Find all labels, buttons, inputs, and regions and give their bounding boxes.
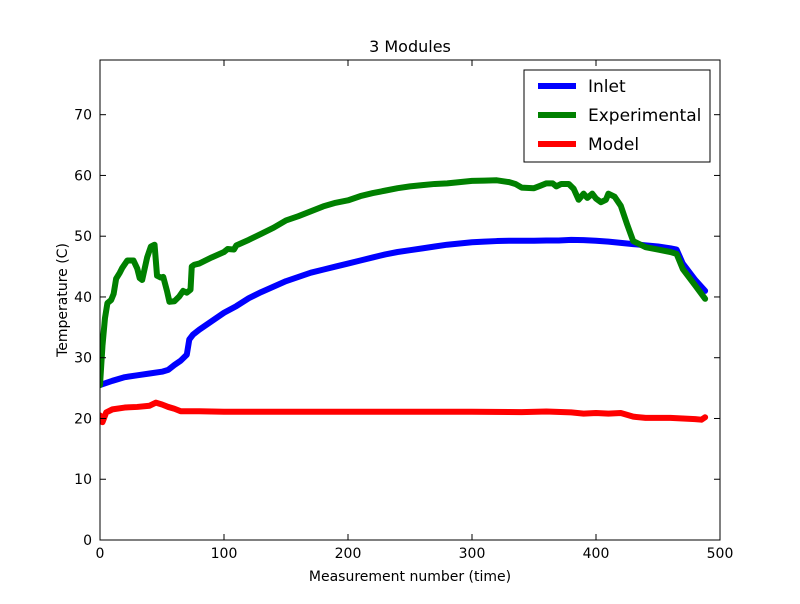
legend: Inlet Experimental Model [523,69,711,163]
x-tick-label: 200 [335,546,362,562]
y-tick-label: 60 [74,168,92,184]
y-tick-label: 20 [74,411,92,427]
y-tick-label: 50 [74,229,92,245]
x-tick-label: 300 [459,546,486,562]
chart-title: 3 Modules [369,37,451,56]
series-group [100,177,709,426]
y-axis-label: Temperature (C) [55,243,71,358]
legend-label-experimental: Experimental [588,106,701,126]
y-tick-label: 10 [74,472,92,488]
plot-frame [99,59,721,541]
y-tick-label: 40 [74,290,92,306]
x-tick-label: 400 [583,546,610,562]
x-tick-label: 500 [707,546,734,562]
series-line-model [100,399,709,426]
plot-area: 0 100 200 300 400 500 0 10 20 30 40 50 60 70 [74,59,734,562]
series-line-inlet [100,236,709,389]
legend-label-model: Model [588,135,639,155]
series-line-experimental [100,177,709,389]
x-tick-label: 0 [96,546,105,562]
x-tick-label: 100 [211,546,238,562]
x-axis-label: Measurement number (time) [309,569,511,585]
legend-label-inlet: Inlet [588,77,626,97]
y-tick-label: 70 [74,108,92,124]
y-tick-label: 30 [74,351,92,367]
y-tick-label: 0 [83,533,92,549]
